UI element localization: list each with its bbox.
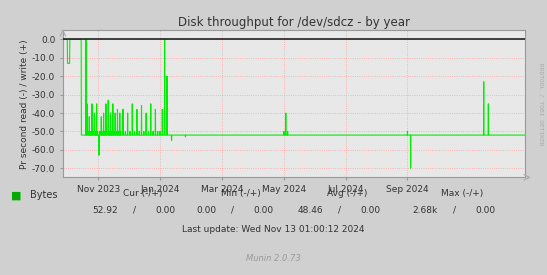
Text: Avg (-/+): Avg (-/+) xyxy=(327,189,368,198)
Text: /: / xyxy=(337,206,341,215)
Text: Max (-/+): Max (-/+) xyxy=(441,189,484,198)
Text: /: / xyxy=(231,206,234,215)
Text: Cur (-/+): Cur (-/+) xyxy=(123,189,162,198)
Text: /: / xyxy=(132,206,136,215)
Text: ■: ■ xyxy=(11,190,21,200)
Text: 0.00: 0.00 xyxy=(360,206,380,215)
Text: 0.00: 0.00 xyxy=(155,206,175,215)
Y-axis label: Pr second read (-) / write (+): Pr second read (-) / write (+) xyxy=(20,39,29,169)
Text: Min (-/+): Min (-/+) xyxy=(221,189,260,198)
Text: Bytes: Bytes xyxy=(30,190,57,200)
Text: 0.00: 0.00 xyxy=(196,206,216,215)
Text: 2.68k: 2.68k xyxy=(412,206,438,215)
Text: Munin 2.0.73: Munin 2.0.73 xyxy=(246,254,301,263)
Text: 52.92: 52.92 xyxy=(92,206,118,215)
Title: Disk throughput for /dev/sdcz - by year: Disk throughput for /dev/sdcz - by year xyxy=(178,16,410,29)
Text: 0.00: 0.00 xyxy=(475,206,495,215)
Text: Last update: Wed Nov 13 01:00:12 2024: Last update: Wed Nov 13 01:00:12 2024 xyxy=(182,225,365,234)
Text: 48.46: 48.46 xyxy=(297,206,323,215)
Text: 0.00: 0.00 xyxy=(253,206,274,215)
Text: RRDTOOL / TOBI OETIKER: RRDTOOL / TOBI OETIKER xyxy=(538,63,543,146)
Text: /: / xyxy=(452,206,456,215)
